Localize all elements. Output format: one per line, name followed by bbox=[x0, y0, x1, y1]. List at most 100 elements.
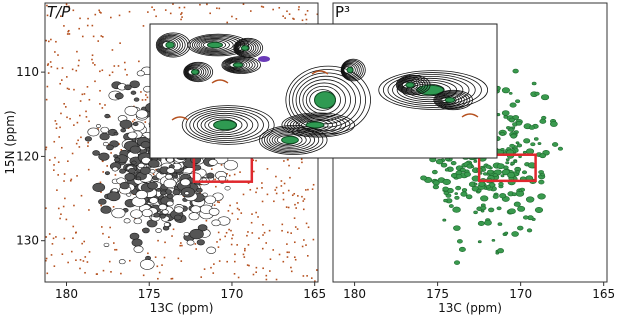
x-tick-label: 175 bbox=[426, 287, 449, 301]
noise-dot bbox=[144, 99, 147, 101]
contour bbox=[399, 78, 421, 92]
noise-dot bbox=[73, 124, 75, 126]
panel-title: P³ bbox=[335, 3, 350, 21]
noise-dot bbox=[77, 139, 79, 142]
noise-dot bbox=[227, 210, 230, 212]
noise-dot bbox=[84, 271, 86, 274]
noise-dot bbox=[305, 189, 307, 191]
peak bbox=[159, 190, 167, 196]
noise-dot bbox=[281, 223, 284, 226]
noise-dot bbox=[87, 141, 89, 144]
noise-dot bbox=[83, 240, 86, 243]
noise-dot bbox=[316, 13, 318, 16]
noise-dot bbox=[74, 232, 77, 234]
noise-dot bbox=[69, 179, 72, 182]
peak bbox=[206, 246, 217, 254]
noise-dot bbox=[293, 18, 295, 20]
contour bbox=[161, 39, 176, 51]
noise-dot bbox=[57, 54, 59, 56]
noise-dot bbox=[66, 76, 68, 78]
peak bbox=[128, 167, 136, 174]
peak bbox=[498, 182, 504, 186]
noise-dot bbox=[120, 149, 123, 151]
noise-dot bbox=[200, 276, 203, 278]
noise-dot bbox=[274, 189, 277, 191]
noise-dot bbox=[68, 5, 70, 8]
noise-dot bbox=[86, 24, 89, 27]
peak bbox=[159, 214, 166, 219]
noise-dot bbox=[97, 40, 100, 42]
noise-dot bbox=[312, 238, 315, 241]
noise-dot bbox=[155, 15, 157, 18]
peak bbox=[208, 207, 220, 216]
noise-dot bbox=[45, 257, 48, 260]
peak bbox=[521, 170, 528, 175]
noise-dot bbox=[45, 146, 48, 149]
noise-dot bbox=[81, 242, 83, 245]
noise-dot bbox=[257, 216, 259, 218]
contour-noise bbox=[461, 113, 479, 118]
noise-dot bbox=[255, 211, 257, 214]
noise-dot bbox=[290, 232, 292, 234]
noise-dot bbox=[60, 146, 63, 149]
noise-dot bbox=[164, 9, 167, 11]
noise-dot bbox=[283, 182, 286, 185]
x-tick-label: 180 bbox=[343, 287, 366, 301]
noise-dot bbox=[154, 256, 157, 258]
peak bbox=[104, 113, 111, 119]
noise-dot bbox=[242, 3, 245, 5]
contour bbox=[289, 116, 342, 134]
contour-core bbox=[346, 66, 354, 74]
noise-dot bbox=[64, 106, 67, 108]
noise-dot bbox=[205, 219, 208, 222]
noise-dot bbox=[216, 7, 218, 10]
peak bbox=[504, 231, 509, 235]
noise-dot bbox=[305, 222, 308, 225]
noise-dot bbox=[260, 5, 263, 8]
noise-dot bbox=[292, 17, 294, 20]
peak bbox=[135, 109, 149, 119]
peak bbox=[139, 259, 155, 270]
noise-dot bbox=[314, 280, 316, 282]
peak bbox=[452, 206, 461, 213]
peak bbox=[477, 220, 485, 226]
peak bbox=[98, 198, 107, 205]
peak bbox=[172, 172, 178, 177]
noise-dot bbox=[228, 174, 231, 177]
noise-dot bbox=[53, 265, 56, 267]
peak bbox=[204, 195, 217, 205]
noise-dot bbox=[312, 183, 315, 186]
noise-dot bbox=[306, 275, 308, 277]
noise-dot bbox=[76, 121, 79, 124]
noise-dot bbox=[102, 269, 105, 272]
peak bbox=[118, 259, 126, 265]
peak bbox=[135, 190, 148, 200]
noise-dot bbox=[236, 202, 238, 204]
noise-dot bbox=[238, 208, 240, 211]
noise-dot bbox=[88, 98, 91, 101]
x-tick-label: 170 bbox=[509, 287, 532, 301]
peak bbox=[208, 158, 218, 166]
peak bbox=[139, 166, 151, 175]
peak bbox=[539, 153, 546, 159]
noise-dot bbox=[73, 88, 75, 91]
noise-dot bbox=[156, 265, 159, 268]
noise-dot bbox=[113, 65, 116, 67]
peak bbox=[526, 228, 533, 233]
peak bbox=[473, 182, 478, 186]
contour bbox=[387, 74, 476, 106]
noise-dot bbox=[268, 229, 271, 232]
noise-dot bbox=[113, 242, 115, 244]
noise-dot bbox=[77, 64, 80, 67]
noise-dot bbox=[71, 152, 74, 155]
peak bbox=[114, 92, 124, 100]
peak bbox=[432, 184, 440, 190]
noise-dot bbox=[66, 33, 69, 35]
x-tick-label: 165 bbox=[303, 287, 326, 301]
peak bbox=[513, 160, 518, 163]
noise-dot bbox=[239, 171, 241, 173]
noise-dot bbox=[118, 143, 120, 145]
peak bbox=[507, 172, 516, 179]
peak bbox=[95, 124, 101, 128]
noise-dot bbox=[244, 247, 246, 250]
